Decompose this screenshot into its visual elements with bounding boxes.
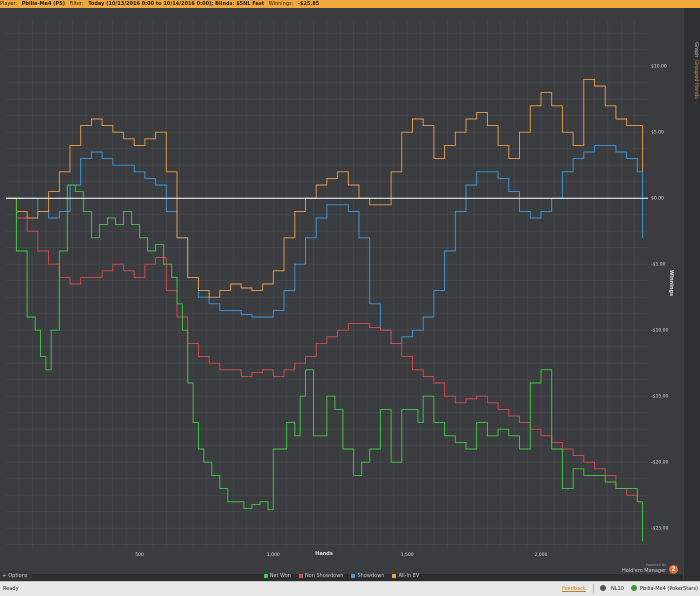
legend-swatch <box>351 573 356 578</box>
brand-name: Hold'em Manager <box>622 568 667 574</box>
x-axis-label: Hands <box>315 551 333 557</box>
y-tick-label: $0.00 <box>651 196 664 202</box>
filter-label: Filter: <box>69 1 84 7</box>
feedback-link[interactable]: Feedback <box>562 586 586 592</box>
y-tick-label: -$15.00 <box>651 394 669 400</box>
player-icon <box>631 585 637 591</box>
legend-label: All-In EV <box>398 572 420 579</box>
graph-panel: $10.00 $5.00 $0.00 -$5.00 -$10.00 -$15.00 -$20… <box>0 8 683 574</box>
y-tick-label: $10.00 <box>651 64 667 70</box>
legend-item-all-in-ev[interactable]: All-In EV <box>392 573 419 579</box>
player-status[interactable]: Pbilia-Me4 (PokerStars) <box>640 586 698 592</box>
series-line-all-in-ev <box>6 78 644 298</box>
winnings-chart[interactable]: $10.00 $5.00 $0.00 -$5.00 -$10.00 -$15.00 -$20… <box>0 8 683 574</box>
legend-swatch <box>298 573 303 578</box>
options-button[interactable]: + Options <box>0 571 32 580</box>
x-axis-ticks: 500 1,000 1,500 2,000 <box>135 552 547 558</box>
brand-logo-icon: 2 <box>669 565 678 574</box>
legend-swatch <box>263 573 268 578</box>
player-label: Player: <box>0 1 18 7</box>
chart-grid <box>6 20 648 548</box>
powered-by-label: Powered by <box>645 563 667 567</box>
stake-icon <box>600 585 606 591</box>
y-tick-label: -$10.00 <box>651 328 669 334</box>
series-line-non-showdown <box>6 197 643 503</box>
options-label: Options <box>8 572 28 579</box>
legend-item-showdown[interactable]: Showdown <box>351 573 384 579</box>
x-tick-label: 1,000 <box>267 552 280 558</box>
winnings-label: Winnings: <box>268 1 294 7</box>
plus-icon: + <box>2 572 7 579</box>
series-line-showdown <box>6 144 644 344</box>
legend-label: Non Showdown <box>304 572 344 579</box>
tab-graph[interactable]: Graph <box>693 42 699 58</box>
legend-item-net-won[interactable]: Net Won <box>263 572 291 579</box>
brand-logo: Powered by Hold'em Manager <box>622 562 666 574</box>
winnings-value: -$25.85 <box>297 1 320 7</box>
chart-background <box>0 8 683 574</box>
x-tick-label: 500 <box>135 552 144 558</box>
player-value[interactable]: Pbilia-Me4 (PS) <box>21 1 66 7</box>
status-text: Ready <box>3 586 19 592</box>
legend-swatch <box>392 573 397 578</box>
y-tick-label: -$20.00 <box>651 460 669 466</box>
x-tick-label: 2,000 <box>535 552 548 558</box>
legend-label: Showdown <box>357 572 385 579</box>
series-line-net-won <box>6 184 644 542</box>
legend-label: Net Won <box>269 572 291 579</box>
tab-grouped-hands[interactable]: Grouped Hands <box>693 60 699 99</box>
y-axis-ticks: $10.00 $5.00 $0.00 -$5.00 -$10.00 -$15.00 -$20… <box>651 64 669 532</box>
x-tick-label: 1,500 <box>401 552 414 558</box>
status-divider <box>593 584 594 594</box>
right-tab-strip: Graph Grouped Hands <box>683 8 700 580</box>
filter-value[interactable]: Today (10/13/2016 0:00 to 10/14/2016 0:0… <box>88 1 265 7</box>
y-tick-label: $5.00 <box>651 130 664 136</box>
y-tick-label: -$5.00 <box>651 262 666 268</box>
chart-series <box>6 78 648 542</box>
y-axis-label: Winnings <box>668 270 674 296</box>
filter-bar: Player: Pbilia-Me4 (PS) Filter: Today (1… <box>0 0 700 8</box>
stake-label[interactable]: NL10 <box>611 586 624 592</box>
status-bar: Ready Feedback NL10 Pbilia-Me4 (PokerSta… <box>0 581 700 596</box>
y-tick-label: -$25.00 <box>651 526 669 532</box>
legend-item-non-showdown[interactable]: Non Showdown <box>298 572 344 579</box>
chart-legend: Net Won Non Showdown Showdown All-In EV <box>0 571 683 580</box>
